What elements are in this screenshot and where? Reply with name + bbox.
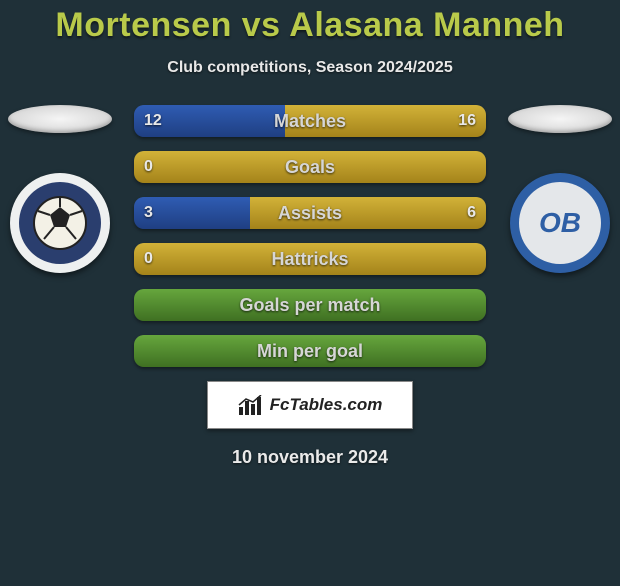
watermark-text: FcTables.com bbox=[270, 395, 383, 415]
bar-fill-right bbox=[250, 197, 486, 229]
bar-fill-left bbox=[134, 105, 285, 137]
right-club-badge-inner: OB bbox=[519, 182, 601, 264]
player-portrait-placeholder bbox=[8, 105, 112, 133]
left-player-column bbox=[0, 105, 120, 273]
page-subtitle: Club competitions, Season 2024/2025 bbox=[0, 59, 620, 77]
stat-bar-row: Goals0 bbox=[134, 151, 486, 183]
bar-fill bbox=[134, 243, 486, 275]
bar-fill bbox=[134, 289, 486, 321]
right-club-badge-text: OB bbox=[539, 208, 581, 239]
date-text: 10 november 2024 bbox=[0, 447, 620, 468]
bar-fill bbox=[134, 151, 486, 183]
bar-fill-left bbox=[134, 197, 250, 229]
bar-fill bbox=[134, 335, 486, 367]
right-club-badge: OB bbox=[510, 173, 610, 273]
watermark: FcTables.com bbox=[207, 381, 413, 429]
stat-bar-row: Matches1216 bbox=[134, 105, 486, 137]
stat-bar-row: Goals per match bbox=[134, 289, 486, 321]
player-portrait-placeholder bbox=[508, 105, 612, 133]
stat-bars: Matches1216 Goals0 Assists36 Hattricks0 Goal… bbox=[134, 105, 486, 367]
stat-bar-row: Hattricks0 bbox=[134, 243, 486, 275]
comparison-stage: OB Matches1216 Goals0 Assists36 Hattricks0 G… bbox=[0, 105, 620, 367]
left-club-badge-inner bbox=[19, 182, 101, 264]
stat-bar-row: Assists36 bbox=[134, 197, 486, 229]
soccer-ball-icon bbox=[30, 193, 90, 253]
left-club-badge bbox=[10, 173, 110, 273]
right-player-column: OB bbox=[500, 105, 620, 273]
stat-bar-row: Min per goal bbox=[134, 335, 486, 367]
bar-chart-icon bbox=[238, 395, 264, 415]
page-title: Mortensen vs Alasana Manneh bbox=[0, 6, 620, 45]
bar-fill-right bbox=[285, 105, 486, 137]
